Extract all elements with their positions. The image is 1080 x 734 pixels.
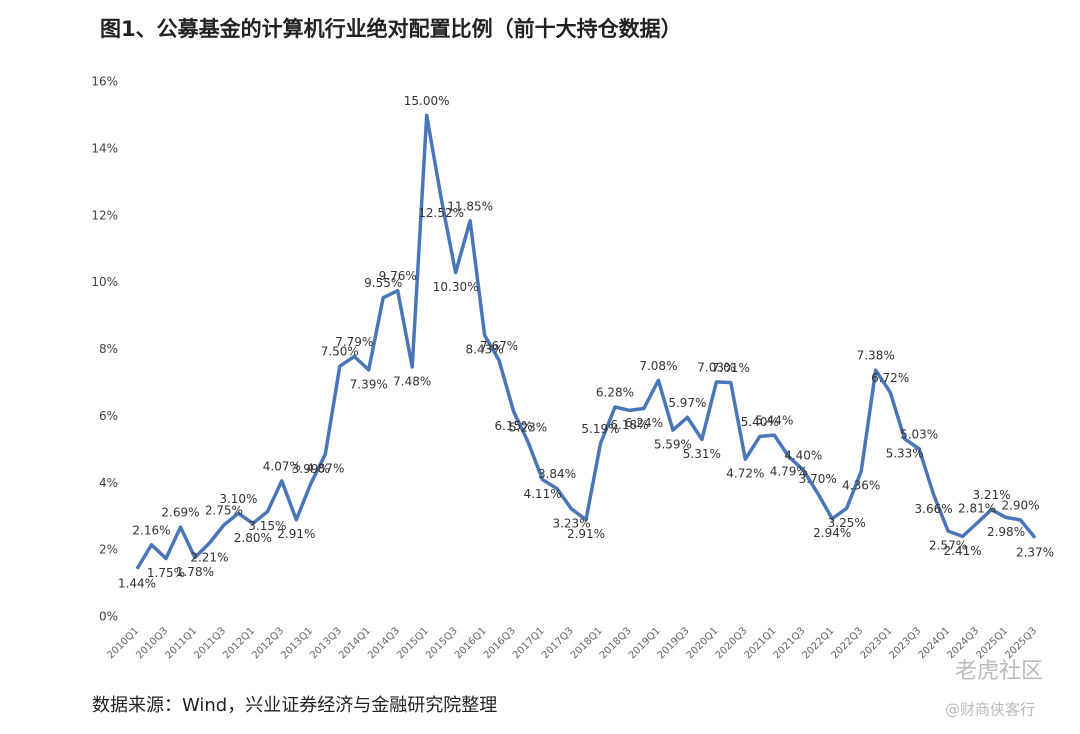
data-label: 15.00% <box>404 94 450 108</box>
x-tick-label: 2025Q3 <box>1003 625 1039 661</box>
data-label: 4.40% <box>784 448 822 462</box>
data-label: 7.79% <box>335 335 373 349</box>
data-label: 3.99% <box>292 462 330 476</box>
data-label: 4.87% <box>306 462 344 476</box>
data-label: 5.23% <box>509 421 547 435</box>
data-label: 5.03% <box>900 427 938 441</box>
data-label: 4.79% <box>770 464 808 478</box>
data-label: 2.41% <box>944 544 982 558</box>
data-label: 5.44% <box>755 414 793 428</box>
data-label: 1.44% <box>118 576 156 590</box>
data-label: 2.21% <box>190 551 228 565</box>
y-tick-label: 8% <box>99 342 118 356</box>
data-label: 3.25% <box>828 516 866 530</box>
data-label: 10.30% <box>433 280 479 294</box>
data-label: 2.75% <box>205 504 243 518</box>
data-label: 4.11% <box>523 487 561 501</box>
data-label: 7.38% <box>857 349 895 363</box>
data-label: 2.90% <box>1001 499 1039 513</box>
data-label: 5.40% <box>741 415 779 429</box>
data-label: 4.36% <box>842 479 880 493</box>
data-label: 3.84% <box>538 467 576 481</box>
data-label: 3.21% <box>972 488 1010 502</box>
y-tick-label: 12% <box>91 208 118 222</box>
data-label: 6.28% <box>596 386 634 400</box>
source-note: 数据来源：Wind，兴业证券经济与金融研究院整理 <box>92 695 497 716</box>
data-label: 9.76% <box>379 269 417 283</box>
data-label: 8.43% <box>466 343 504 357</box>
data-label: 2.91% <box>277 527 315 541</box>
data-label: 7.08% <box>639 359 677 373</box>
data-label: 2.91% <box>567 527 605 541</box>
data-label: 2.57% <box>929 539 967 553</box>
data-label: 5.59% <box>654 438 692 452</box>
data-label: 1.78% <box>176 565 214 579</box>
data-label: 7.01% <box>712 361 750 375</box>
data-label: 5.97% <box>668 396 706 410</box>
data-label: 4.72% <box>726 467 764 481</box>
data-label: 7.03% <box>697 360 735 374</box>
data-label: 4.07% <box>263 459 301 473</box>
data-label: 2.37% <box>1016 545 1054 559</box>
y-tick-label: 14% <box>91 141 118 155</box>
data-label: 5.31% <box>683 447 721 461</box>
data-label: 2.80% <box>234 531 272 545</box>
watermark: 老虎社区 <box>955 659 1043 684</box>
data-label: 7.39% <box>350 377 388 391</box>
data-label: 2.94% <box>813 526 851 540</box>
data-label: 6.72% <box>871 371 909 385</box>
data-label: 3.66% <box>915 502 953 516</box>
data-label: 2.69% <box>161 506 199 520</box>
data-label: 3.23% <box>552 516 590 530</box>
data-label: 7.48% <box>393 374 431 388</box>
data-label: 2.81% <box>958 502 996 516</box>
data-label: 7.67% <box>480 339 518 353</box>
data-label: 3.15% <box>248 519 286 533</box>
data-label: 6.18% <box>610 418 648 432</box>
y-tick-label: 16% <box>91 75 118 89</box>
data-label: 3.10% <box>219 492 257 506</box>
y-tick-label: 10% <box>91 275 118 289</box>
watermark: @财商侠客行 <box>945 701 1035 719</box>
data-label: 5.33% <box>886 446 924 460</box>
data-label: 6.15% <box>495 419 533 433</box>
data-label: 2.98% <box>987 525 1025 539</box>
data-label: 2.16% <box>132 523 170 537</box>
y-tick-label: 0% <box>99 610 118 624</box>
y-tick-label: 4% <box>99 476 118 490</box>
y-tick-label: 6% <box>99 409 118 423</box>
data-label: 5.19% <box>581 422 619 436</box>
data-label: 9.55% <box>364 276 402 290</box>
data-label: 11.85% <box>447 199 493 213</box>
data-label: 12.52% <box>418 206 464 220</box>
data-label: 1.75% <box>147 566 185 580</box>
chart-title: 图1、公募基金的计算机行业绝对配置比例（前十大持仓数据） <box>100 17 682 41</box>
y-tick-label: 2% <box>99 543 118 557</box>
line <box>135 113 1037 570</box>
data-label: 7.50% <box>321 345 359 359</box>
data-label: 6.24% <box>625 416 663 430</box>
data-label: 3.70% <box>799 472 837 486</box>
